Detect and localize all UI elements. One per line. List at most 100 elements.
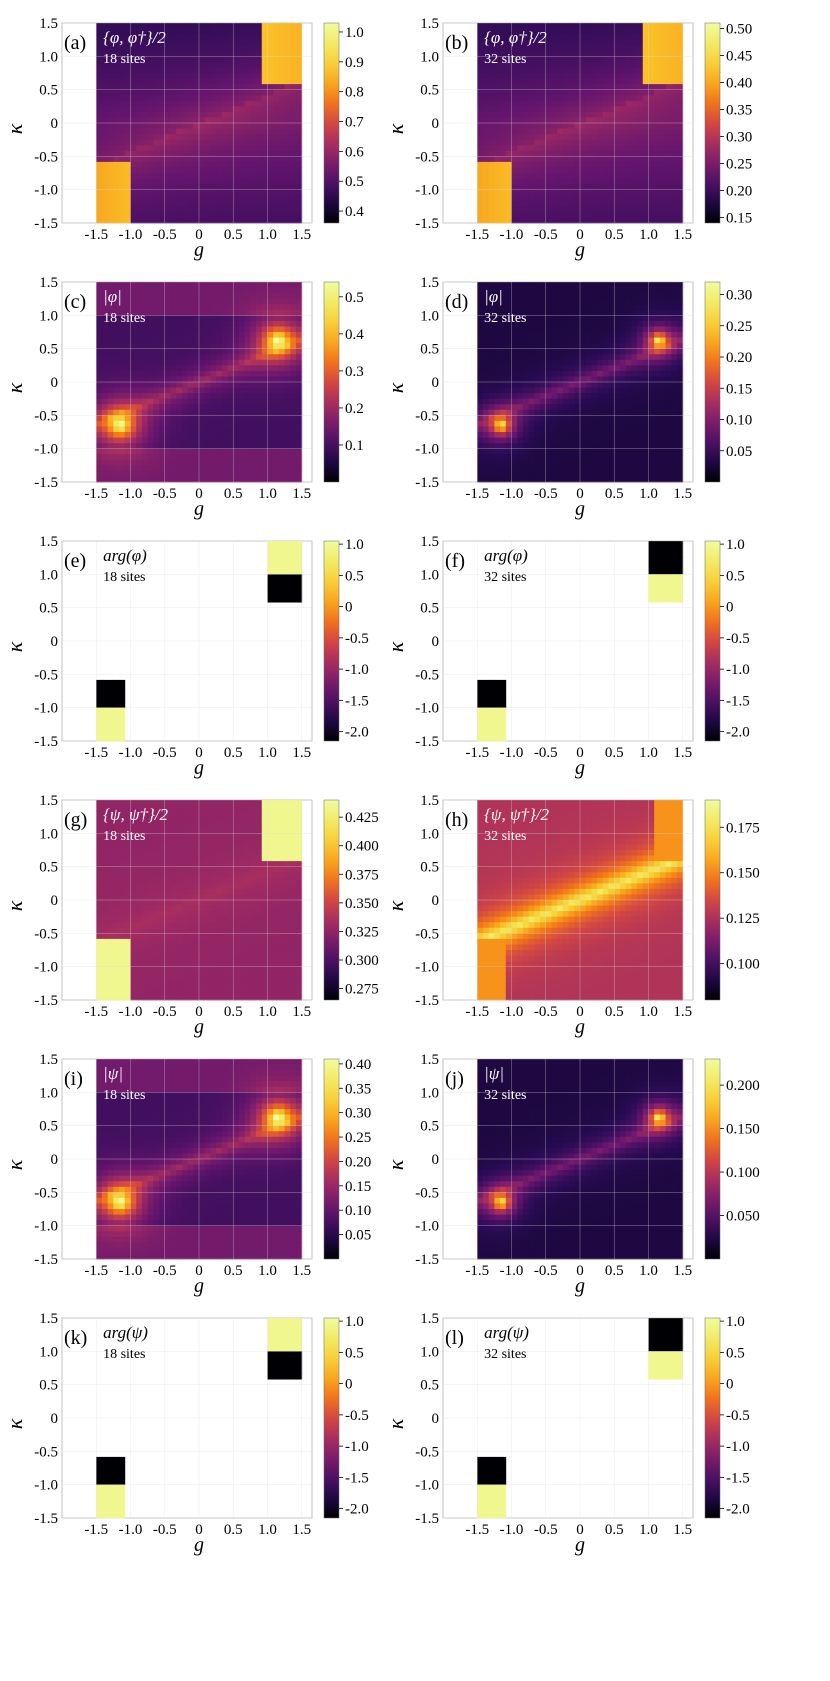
heatmap-cell [500,398,507,405]
heatmap-cell [511,195,518,202]
heatmap-cell [585,420,592,427]
heatmap-cell [278,161,285,168]
heatmap-cell [210,34,217,41]
heatmap-cell [101,178,109,185]
heatmap-cell [216,304,223,311]
heatmap-cell [585,398,592,405]
heatmap-cell [568,139,575,146]
heatmap-cell [642,100,649,107]
x-tick-label: 0.5 [605,227,624,243]
heatmap-cell [210,100,217,107]
heatmap-cell [562,443,569,450]
heatmap-cell [477,293,484,300]
heatmap-cell [654,173,661,179]
heatmap-cell [654,145,661,152]
heatmap-cell [164,23,171,29]
heatmap-cell [284,359,291,366]
heatmap-cell [164,298,171,305]
heatmap-cell [619,128,627,135]
heatmap-cell [597,454,604,461]
heatmap-cell [631,178,638,185]
heatmap-cell [511,178,518,185]
heatmap-cell [488,61,495,68]
heatmap-cell [290,89,297,96]
heatmap-cell [534,476,541,483]
heatmap-cell [296,326,303,333]
heatmap-cell [585,217,592,224]
heatmap-cell [482,320,490,327]
heatmap-cell [233,200,240,207]
heatmap-cell [284,298,291,305]
heatmap-cell [216,150,223,157]
heatmap-cell [568,337,575,344]
heatmap-cell [198,426,206,433]
heatmap-cell [619,420,627,427]
heatmap-cell [482,287,490,294]
heatmap-cell [113,150,120,157]
heatmap-cell [602,304,609,311]
heatmap-cell [597,206,604,213]
heatmap-cell [170,287,177,294]
heatmap-cell [505,45,512,52]
heatmap-cell [204,106,211,113]
heatmap-cell [267,293,274,300]
heatmap-cell [193,459,200,466]
heatmap-cell [233,189,240,196]
heatmap-cell [238,200,246,207]
heatmap-cell [534,139,541,146]
heatmap-cell [505,348,512,355]
heatmap-cell [637,95,644,102]
heatmap-cell [233,156,240,163]
heatmap-cell [221,95,228,102]
heatmap-cell [164,293,171,300]
heatmap-cell [494,337,501,344]
heatmap-cell [540,173,547,179]
heatmap-cell [193,382,200,388]
heatmap-cell [113,470,120,477]
heatmap-cell [296,454,303,461]
heatmap-cell [119,123,126,129]
heatmap-cell [522,28,530,35]
heatmap-cell [540,189,547,196]
heatmap-cell [488,178,495,185]
heatmap-cell [540,28,547,35]
heatmap-cell [500,128,507,135]
heatmap-cell [557,23,564,29]
heatmap-cell [505,150,512,157]
heatmap-cell [659,167,666,174]
heatmap-cell [654,134,661,141]
heatmap-cell [244,459,251,466]
heatmap-cell [147,67,154,74]
heatmap-cell [204,326,211,333]
heatmap-cell [517,150,524,157]
heatmap-cell [579,100,587,107]
heatmap-cell [210,23,217,29]
x-tick-label: -1.0 [119,486,143,502]
heatmap-cell [568,387,575,394]
heatmap-cell [500,95,507,102]
heatmap-cell [278,111,285,118]
heatmap-cell [250,73,257,79]
heatmap-cell [494,459,501,466]
heatmap-cell [244,106,251,113]
heatmap-cell [261,432,268,438]
heatmap-cell [261,404,268,411]
heatmap-cell [250,443,257,450]
heatmap-cell [637,100,644,107]
heatmap-cell [659,123,666,129]
heatmap-cell [522,78,530,85]
heatmap-cell [176,354,183,361]
heatmap-cell [482,28,490,35]
heatmap-cell [631,145,638,152]
heatmap-cell [557,106,564,113]
heatmap-cell [159,404,166,411]
heatmap-cell [625,404,632,411]
heatmap-cell [119,23,126,29]
heatmap-cell [147,454,154,461]
heatmap-cell [244,470,251,477]
heatmap-cell [147,173,154,179]
heatmap-cell [273,184,280,191]
heatmap-cell [147,178,154,185]
heatmap-cell [107,404,114,411]
